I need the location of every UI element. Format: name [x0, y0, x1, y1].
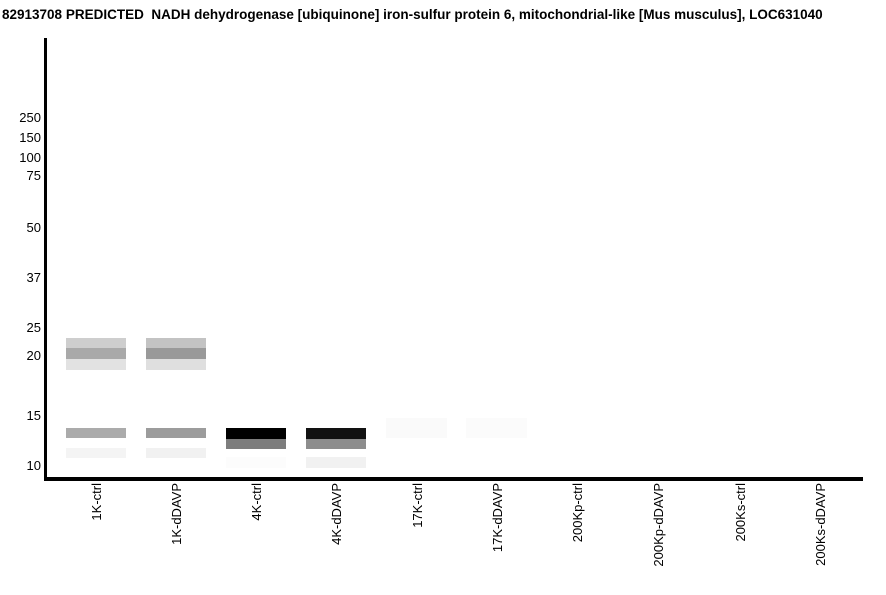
- x-axis-line: [44, 477, 863, 481]
- y-tick-label: 15: [26, 407, 41, 423]
- gel-band: [226, 439, 286, 449]
- gel-band: [146, 428, 206, 438]
- lane-label-text: 17K-ctrl: [409, 483, 425, 528]
- lane-label-text: 200Kp-ctrl: [570, 483, 585, 543]
- y-tick-label: 75: [26, 167, 41, 183]
- lane-label-text: 200Kp-dDAVP: [651, 483, 666, 567]
- lane-label-text: 1K-dDAVP: [169, 483, 184, 545]
- gel-band: [66, 428, 126, 438]
- y-tick-label: 20: [26, 347, 41, 363]
- gel-band: [146, 359, 206, 370]
- lane-label-text: 4K-dDAVP: [329, 483, 344, 545]
- lane-label-text: 4K-ctrl: [249, 483, 264, 521]
- gel-band: [306, 439, 366, 449]
- y-axis-line: [44, 38, 47, 481]
- gel-band: [66, 359, 126, 370]
- y-tick-label: 25: [26, 319, 41, 335]
- gel-band: [146, 338, 206, 348]
- lane-label-text: 200Ks-dDAVP: [813, 483, 828, 566]
- gel-band: [306, 457, 366, 468]
- gel-band: [66, 338, 126, 348]
- y-tick-label: 37: [26, 269, 41, 285]
- lane-label-text: 200Ks-ctrl: [733, 483, 748, 542]
- y-tick-label: 10: [26, 457, 41, 473]
- gel-band: [66, 448, 126, 458]
- y-tick-label: 100: [19, 149, 41, 165]
- gel-band: [386, 418, 447, 438]
- gel-band: [66, 348, 126, 359]
- gel-band: [146, 448, 206, 458]
- y-tick-label: 150: [19, 129, 41, 145]
- figure-title: 82913708 PREDICTED NADH dehydrogenase [u…: [2, 7, 823, 22]
- lane-label-text: 17K-dDAVP: [489, 483, 505, 553]
- lane-label-text: 1K-ctrl: [89, 483, 104, 521]
- gel-band: [226, 428, 286, 439]
- y-tick-label: 250: [19, 109, 41, 125]
- gel-band: [306, 428, 366, 439]
- y-tick-label: 50: [26, 219, 41, 235]
- gel-band: [466, 418, 527, 438]
- gel-band: [226, 457, 286, 468]
- gel-band: [146, 348, 206, 359]
